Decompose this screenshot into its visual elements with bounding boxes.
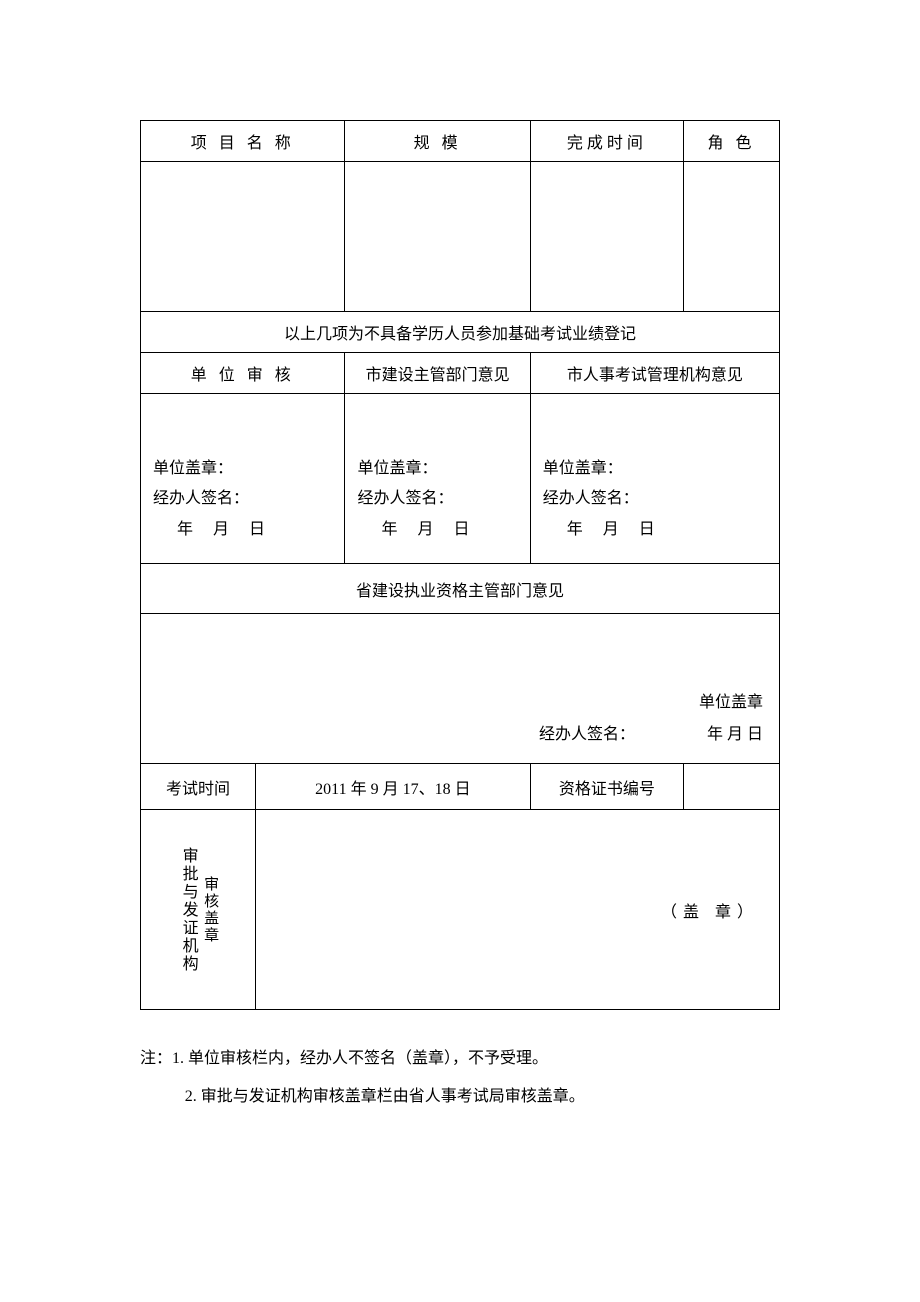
cell-complete-time bbox=[530, 162, 683, 312]
audit-city-construction-body: 单位盖章： 经办人签名： 年 月 日 bbox=[345, 394, 530, 564]
cert-value bbox=[684, 764, 780, 810]
approval-row: 审批与发证机构 审核盖章 （盖 章） bbox=[141, 810, 780, 1010]
audit-body-row: 单位盖章： 经办人签名： 年 月 日 单位盖章： 经办人签名： 年 月 日 单位… bbox=[141, 394, 780, 564]
header-complete-time: 完成时间 bbox=[530, 121, 683, 162]
approval-main-text: 审批与发证机构 bbox=[177, 847, 198, 973]
province-seal-line: 单位盖章 bbox=[151, 627, 763, 719]
cell-scale bbox=[345, 162, 530, 312]
exam-time-label: 考试时间 bbox=[141, 764, 256, 810]
exam-row: 考试时间 2011 年 9 月 17、18 日 资格证书编号 bbox=[141, 764, 780, 810]
vertical-text-wrap: 审批与发证机构 审核盖章 bbox=[151, 818, 245, 1001]
audit-city-hr-header: 市人事考试管理机构意见 bbox=[530, 353, 779, 394]
audit-unit-header: 单 位 审 核 bbox=[141, 353, 345, 394]
exam-time-value: 2011 年 9 月 17、18 日 bbox=[256, 764, 531, 810]
province-opinion-body-row: 单位盖章 经办人签名： 年 月 日 bbox=[141, 614, 780, 764]
header-row: 项 目 名 称 规 模 完成时间 角 色 bbox=[141, 121, 780, 162]
seal-line: 单位盖章： bbox=[153, 454, 334, 484]
audit-header-row: 单 位 审 核 市建设主管部门意见 市人事考试管理机构意见 bbox=[141, 353, 780, 394]
cell-role bbox=[684, 162, 780, 312]
signer-line: 经办人签名： bbox=[153, 484, 334, 514]
notes-section: 注：1. 单位审核栏内，经办人不签名（盖章），不予受理。 2. 审批与发证机构审… bbox=[140, 1040, 780, 1117]
approval-seal-cell: （盖 章） bbox=[256, 810, 780, 1010]
note-2: 2. 审批与发证机构审核盖章栏由省人事考试局审核盖章。 bbox=[140, 1078, 780, 1116]
section-merged-row: 以上几项为不具备学历人员参加基础考试业绩登记 bbox=[141, 312, 780, 353]
province-signer: 经办人签名： bbox=[539, 726, 635, 743]
header-project-name: 项 目 名 称 bbox=[141, 121, 345, 162]
note-1: 注：1. 单位审核栏内，经办人不签名（盖章），不予受理。 bbox=[140, 1040, 780, 1078]
approval-form-table: 项 目 名 称 规 模 完成时间 角 色 以上几项为不具备学历人员参加基础考试业… bbox=[140, 120, 780, 1010]
date-line: 年 月 日 bbox=[153, 515, 334, 545]
province-opinion-header: 省建设执业资格主管部门意见 bbox=[141, 564, 780, 614]
cell-project-name bbox=[141, 162, 345, 312]
audit-unit-body: 单位盖章： 经办人签名： 年 月 日 bbox=[141, 394, 345, 564]
seal-line: 单位盖章： bbox=[357, 454, 519, 484]
date-line: 年 月 日 bbox=[543, 515, 769, 545]
date-line: 年 月 日 bbox=[357, 515, 519, 545]
signer-line: 经办人签名： bbox=[357, 484, 519, 514]
section-merged: 以上几项为不具备学历人员参加基础考试业绩登记 bbox=[141, 312, 780, 353]
province-opinion-body: 单位盖章 经办人签名： 年 月 日 bbox=[141, 614, 780, 764]
signer-line: 经办人签名： bbox=[543, 484, 769, 514]
seal-text: （盖 章） bbox=[661, 904, 759, 921]
audit-city-hr-body: 单位盖章： 经办人签名： 年 月 日 bbox=[530, 394, 779, 564]
province-opinion-header-row: 省建设执业资格主管部门意见 bbox=[141, 564, 780, 614]
approval-sub-text: 审核盖章 bbox=[200, 876, 220, 944]
seal-line: 单位盖章： bbox=[543, 454, 769, 484]
empty-data-row bbox=[141, 162, 780, 312]
province-date: 年 月 日 bbox=[707, 726, 763, 743]
audit-city-construction-header: 市建设主管部门意见 bbox=[345, 353, 530, 394]
cert-label: 资格证书编号 bbox=[530, 764, 683, 810]
approval-label-cell: 审批与发证机构 审核盖章 bbox=[141, 810, 256, 1010]
header-scale: 规 模 bbox=[345, 121, 530, 162]
header-role: 角 色 bbox=[684, 121, 780, 162]
province-signer-date: 经办人签名： 年 月 日 bbox=[151, 719, 763, 751]
